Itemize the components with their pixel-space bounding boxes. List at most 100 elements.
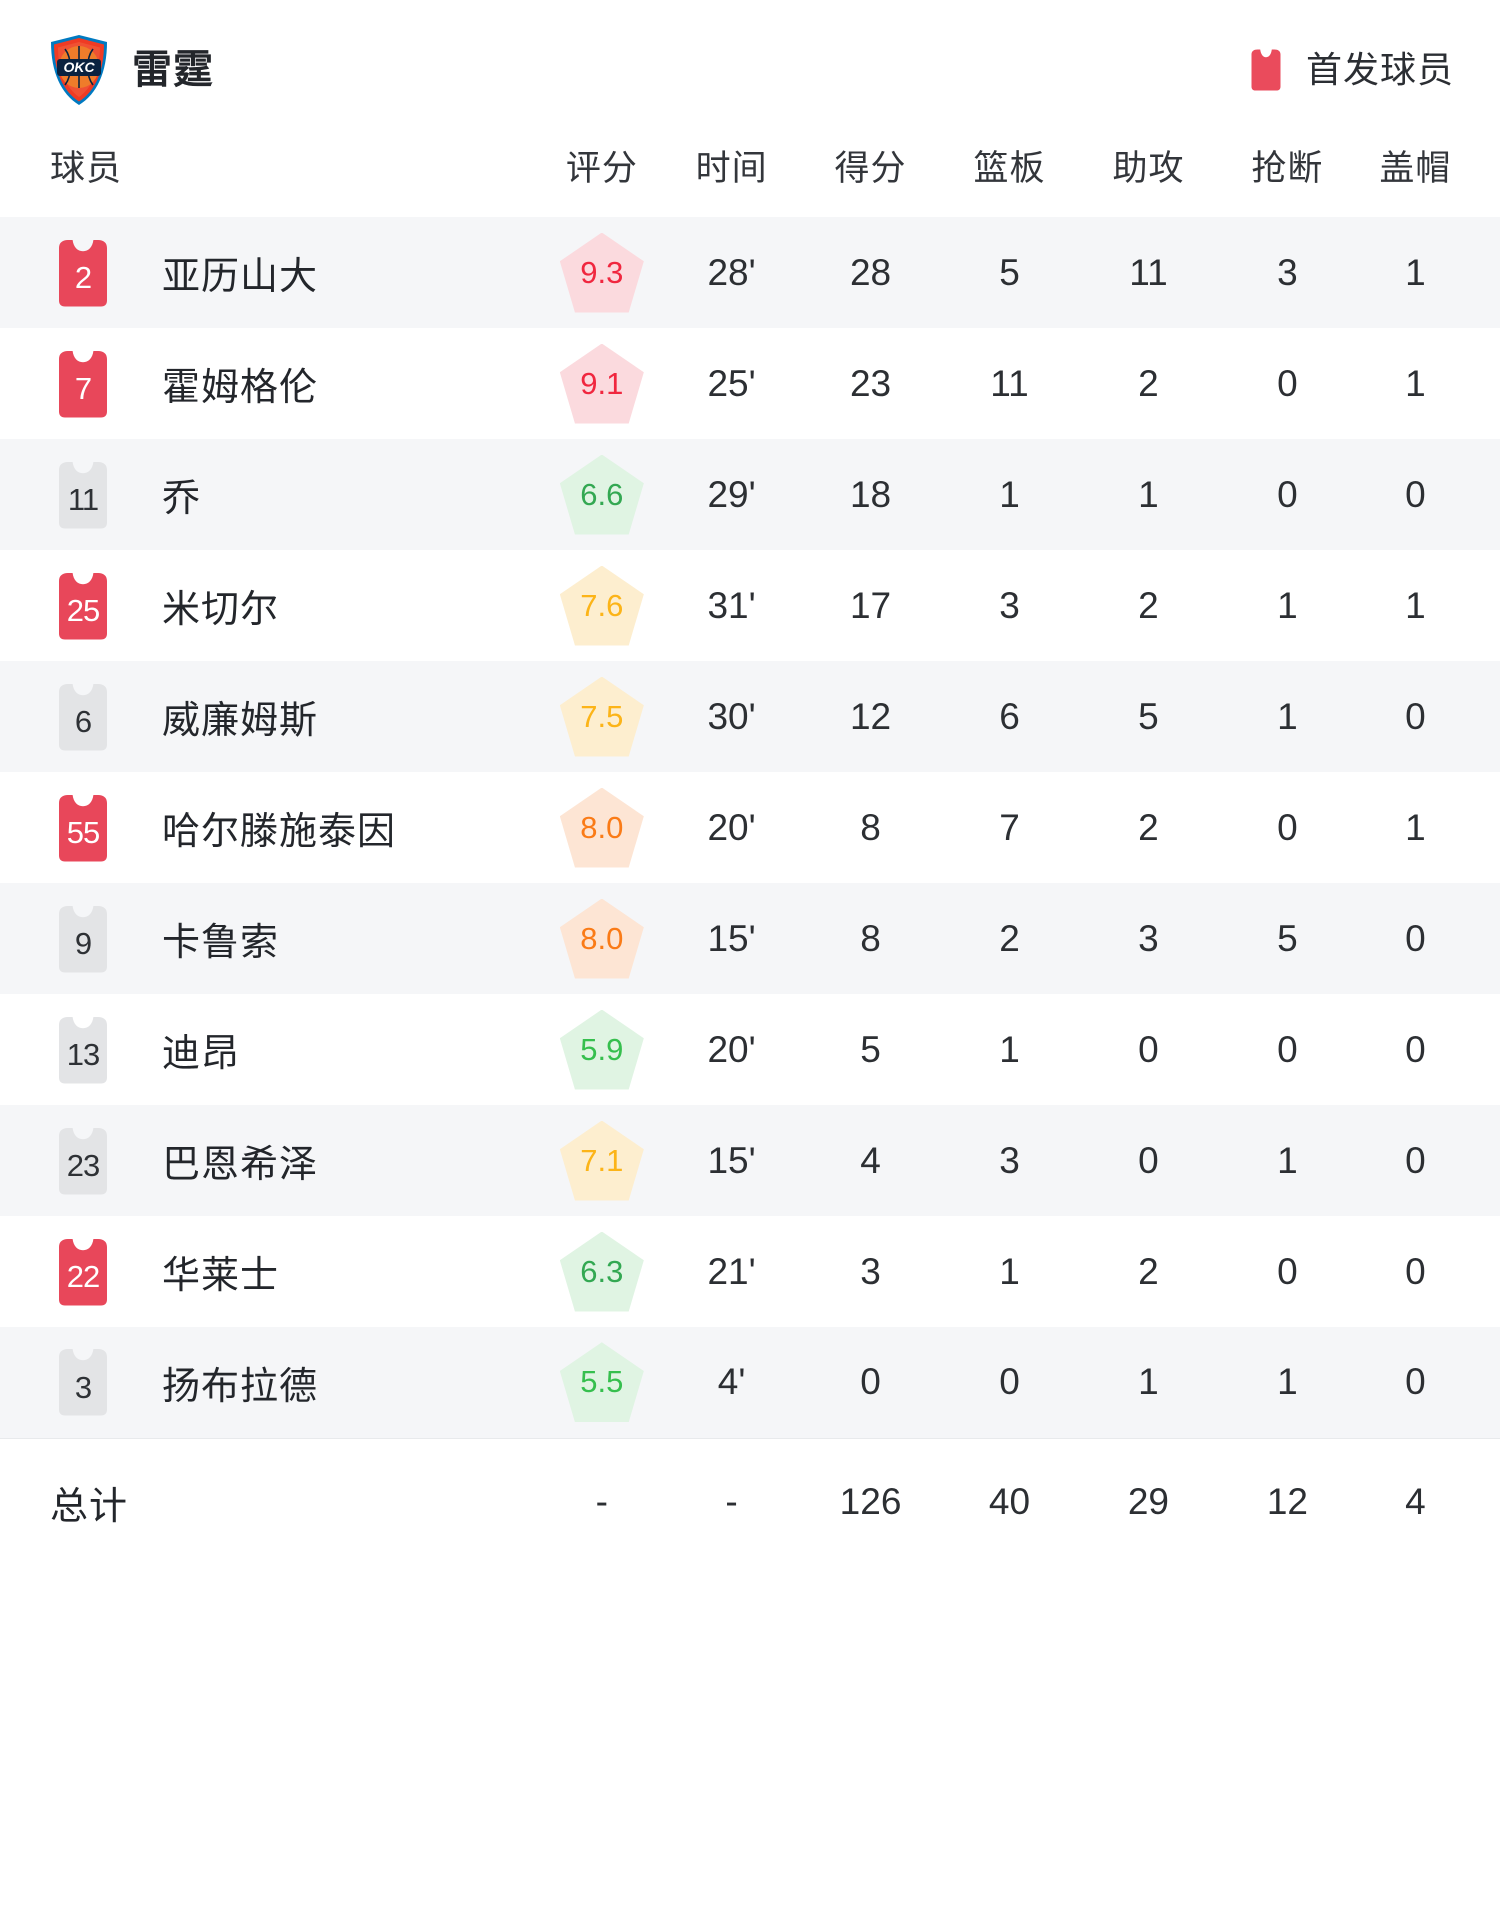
column-header-rating[interactable]: 评分 <box>541 140 663 217</box>
points-cell: 23 <box>849 362 892 404</box>
jersey-number: 9 <box>74 926 92 961</box>
player-name[interactable]: 卡鲁索 <box>162 922 280 964</box>
jersey-icon: 2 <box>50 237 116 309</box>
rating-cell: 9.3 <box>542 217 663 328</box>
column-header-points[interactable]: 得分 <box>801 140 941 217</box>
totals-row: 总计 - -126 40 29 12 4 <box>0 1437 1500 1566</box>
table-row[interactable]: 13 迪昂 5.9 20' 5 1 0 0 0 <box>0 994 1500 1105</box>
player-cell[interactable]: 11 乔 <box>0 439 542 550</box>
steals-cell: 0 <box>1277 1028 1298 1070</box>
points-cell: 5 <box>860 1028 881 1070</box>
steals-cell: 3 <box>1277 251 1298 293</box>
steals-cell: 0 <box>1277 806 1298 848</box>
rebounds-cell: 3 <box>999 1139 1020 1181</box>
table-row[interactable]: 23 巴恩希泽 7.1 15' 4 3 0 1 0 <box>0 1105 1500 1216</box>
rebounds-cell: 3 <box>999 584 1020 626</box>
table-row[interactable]: 55 哈尔滕施泰因 8.0 20' 8 7 2 0 1 <box>0 772 1500 883</box>
assists-cell: 2 <box>1138 806 1159 848</box>
player-cell[interactable]: 23 巴恩希泽 <box>0 1105 542 1216</box>
rating-cell: 8.0 <box>542 883 663 994</box>
jersey-icon: 6 <box>50 681 116 753</box>
assists-cell: 0 <box>1138 1139 1159 1181</box>
blocks-cell: 0 <box>1405 917 1426 959</box>
column-header-assists[interactable]: 助攻 <box>1078 140 1218 217</box>
rebounds-cell: 6 <box>999 695 1020 737</box>
column-header-rebounds[interactable]: 篮板 <box>940 140 1079 217</box>
player-name[interactable]: 乔 <box>162 478 202 520</box>
jersey-number: 13 <box>66 1037 100 1072</box>
assists-cell: 1 <box>1138 1361 1159 1403</box>
jersey-icon: 3 <box>50 1346 116 1418</box>
player-name[interactable]: 华莱士 <box>162 1255 280 1297</box>
player-cell[interactable]: 13 迪昂 <box>0 994 542 1105</box>
player-cell[interactable]: 25 米切尔 <box>0 550 542 661</box>
svg-text:OKC: OKC <box>63 59 95 75</box>
points-cell: 0 <box>860 1361 881 1403</box>
blocks-cell: 1 <box>1405 584 1426 626</box>
player-cell[interactable]: 22 华莱士 <box>0 1216 542 1327</box>
player-name[interactable]: 巴恩希泽 <box>162 1144 319 1186</box>
table-row[interactable]: 9 卡鲁索 8.0 15' 8 2 3 5 0 <box>0 883 1500 994</box>
minutes-cell: 28' <box>707 251 756 293</box>
assists-cell: 1 <box>1138 473 1159 515</box>
player-name[interactable]: 米切尔 <box>162 589 280 631</box>
table-row[interactable]: 6 威廉姆斯 7.5 30' 12 6 5 1 0 <box>0 661 1500 772</box>
rating-cell: 9.1 <box>542 328 663 439</box>
assists-cell: 11 <box>1129 251 1168 293</box>
table-row[interactable]: 7 霍姆格伦 9.1 25' 23 11 2 0 1 <box>0 328 1500 439</box>
player-name[interactable]: 哈尔滕施泰因 <box>162 811 397 853</box>
rebounds-cell: 1 <box>999 1028 1020 1070</box>
steals-cell: 1 <box>1277 1361 1298 1403</box>
column-header-player[interactable]: 球员 <box>0 140 542 217</box>
table-row[interactable]: 3 扬布拉德 5.5 4' 0 0 1 1 0 <box>0 1327 1500 1438</box>
minutes-cell: 30' <box>707 695 756 737</box>
player-name[interactable]: 迪昂 <box>162 1033 241 1075</box>
player-name[interactable]: 亚历山大 <box>162 256 319 298</box>
player-cell[interactable]: 2 亚历山大 <box>0 217 542 328</box>
table-row[interactable]: 25 米切尔 7.6 31' 17 3 2 1 1 <box>0 550 1500 661</box>
jersey-number: 23 <box>66 1148 100 1183</box>
rating-cell: 6.3 <box>542 1216 663 1327</box>
rating-badge: 6.3 <box>559 1231 644 1312</box>
rating-badge: 8.0 <box>559 787 644 868</box>
player-cell[interactable]: 9 卡鲁索 <box>0 883 542 994</box>
table-row[interactable]: 2 亚历山大 9.3 28' 28 5 11 3 1 <box>0 217 1500 328</box>
assists-cell: 3 <box>1138 917 1159 959</box>
table-row[interactable]: 11 乔 6.6 29' 18 1 1 0 0 <box>0 439 1500 550</box>
player-cell[interactable]: 6 威廉姆斯 <box>0 661 542 772</box>
column-header-minutes[interactable]: 时间 <box>662 140 802 217</box>
jersey-icon: 13 <box>50 1014 116 1086</box>
rebounds-cell: 5 <box>999 251 1020 293</box>
blocks-cell: 0 <box>1405 695 1426 737</box>
rating-badge: 9.1 <box>559 343 644 424</box>
jersey-icon: 22 <box>50 1236 116 1308</box>
jersey-number: 3 <box>74 1369 92 1405</box>
player-name[interactable]: 威廉姆斯 <box>162 700 319 742</box>
column-header-blocks[interactable]: 盖帽 <box>1356 140 1500 217</box>
minutes-cell: 4' <box>717 1361 746 1403</box>
jersey-icon: 7 <box>50 348 116 420</box>
player-name[interactable]: 扬布拉德 <box>162 1365 319 1408</box>
rating-cell: 7.6 <box>542 550 663 661</box>
totals-minutes-cell: - <box>662 1437 802 1566</box>
steals-cell: 0 <box>1277 473 1298 515</box>
player-cell[interactable]: 7 霍姆格伦 <box>0 328 542 439</box>
jersey-number: 55 <box>66 815 100 850</box>
minutes-cell: 20' <box>707 806 756 848</box>
blocks-cell: 0 <box>1405 1250 1426 1292</box>
jersey-number: 2 <box>74 260 92 295</box>
totals-steals-cell: 12 <box>1217 1437 1357 1566</box>
blocks-cell: 1 <box>1405 251 1426 293</box>
jersey-icon: 23 <box>50 1125 116 1197</box>
player-cell[interactable]: 55 哈尔滕施泰因 <box>0 772 542 883</box>
player-cell[interactable]: 3 扬布拉德 <box>0 1327 542 1438</box>
points-cell: 12 <box>849 695 892 737</box>
blocks-cell: 0 <box>1405 473 1426 515</box>
column-header-steals[interactable]: 抢断 <box>1217 140 1357 217</box>
points-cell: 3 <box>860 1250 881 1292</box>
player-name[interactable]: 霍姆格伦 <box>162 367 319 409</box>
assists-cell: 2 <box>1138 1250 1159 1292</box>
steals-cell: 1 <box>1277 695 1298 737</box>
table-header-row: 球员 评分 时间 得分 篮板 助攻 抢断 盖帽 <box>0 140 1500 217</box>
table-row[interactable]: 22 华莱士 6.3 21' 3 1 2 0 0 <box>0 1216 1500 1327</box>
